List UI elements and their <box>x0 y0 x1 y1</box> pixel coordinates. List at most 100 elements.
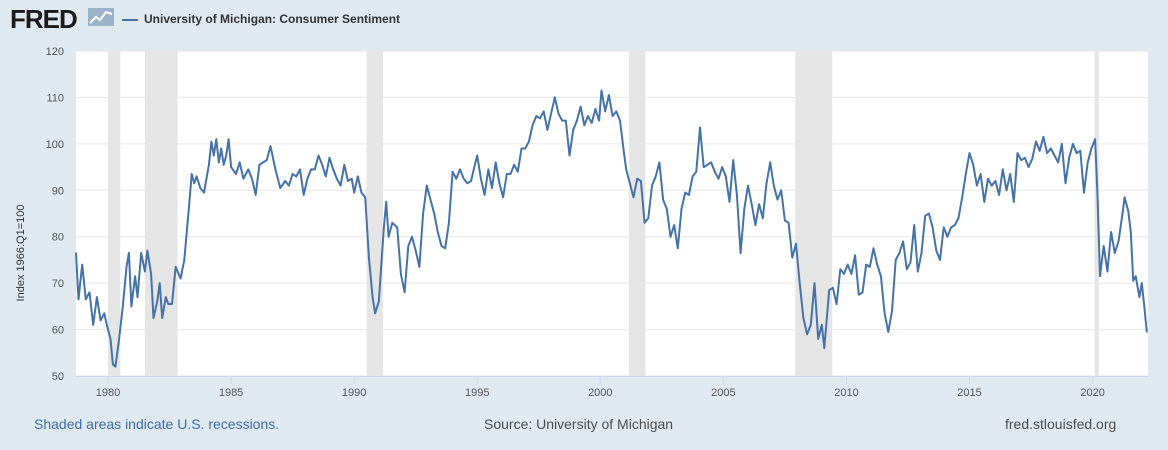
data-point <box>520 147 523 150</box>
data-point <box>171 303 173 305</box>
data-point <box>483 194 486 196</box>
data-point <box>448 221 450 224</box>
data-point <box>754 224 757 226</box>
data-point <box>732 159 735 161</box>
data-point <box>165 296 167 298</box>
data-point <box>695 170 698 173</box>
data-point <box>1038 150 1041 152</box>
data-point <box>983 201 986 203</box>
chart[interactable]: 50 60 70 80 90 100 110 120 1980 1985 1990 1995 2000… <box>0 40 1168 410</box>
data-point <box>455 177 458 180</box>
data-point <box>391 221 394 224</box>
data-point <box>411 235 413 238</box>
data-point <box>769 161 771 164</box>
data-point <box>265 159 268 161</box>
data-point <box>1049 147 1052 150</box>
y-axis-label: Index 1966:Q1=100 <box>15 205 27 302</box>
data-point <box>913 224 915 226</box>
data-point <box>798 282 801 284</box>
data-point <box>887 331 890 333</box>
data-point <box>568 154 571 157</box>
y-tick-label: 60 <box>52 325 64 337</box>
data-point <box>199 187 202 189</box>
data-point <box>470 180 472 182</box>
data-point <box>747 184 749 187</box>
data-point <box>625 168 627 171</box>
data-point <box>739 252 742 254</box>
data-point <box>608 94 610 96</box>
data-point <box>662 198 664 201</box>
y-tick-label: 50 <box>52 371 64 383</box>
data-point <box>156 300 159 303</box>
data-point <box>939 259 941 261</box>
data-point <box>713 170 716 173</box>
data-point <box>869 266 871 268</box>
data-point <box>385 201 387 203</box>
fred-logo[interactable]: FRED <box>10 4 78 34</box>
data-point <box>217 161 220 164</box>
data-point <box>433 212 435 215</box>
data-point <box>924 215 927 217</box>
data-point <box>429 198 432 201</box>
data-point <box>473 163 476 166</box>
data-point <box>917 270 919 273</box>
data-point <box>965 173 967 175</box>
data-point <box>215 138 218 141</box>
data-point <box>817 338 819 340</box>
series-line[interactable] <box>75 89 1148 368</box>
data-point <box>418 266 421 268</box>
data-point <box>92 324 95 326</box>
data-point <box>203 191 205 194</box>
data-point <box>254 194 257 196</box>
data-point <box>972 163 975 166</box>
data-point <box>96 296 98 298</box>
data-point <box>105 324 108 326</box>
data-point <box>1024 156 1026 159</box>
data-point <box>444 247 447 250</box>
data-point <box>1129 231 1132 233</box>
legend-series-label[interactable]: University of Michigan: Consumer Sentime… <box>144 12 401 26</box>
data-point <box>502 196 504 199</box>
data-point <box>1064 182 1067 185</box>
data-point <box>920 252 923 254</box>
recession-band <box>108 51 121 376</box>
data-point <box>598 119 600 122</box>
data-point <box>321 163 323 166</box>
data-point <box>542 110 545 113</box>
data-point <box>861 291 864 294</box>
data-point <box>377 300 380 303</box>
data-point <box>702 166 705 168</box>
data-point <box>114 365 117 368</box>
data-point <box>961 196 963 199</box>
data-point <box>891 310 893 312</box>
data-point <box>935 249 938 252</box>
data-point <box>288 184 290 187</box>
data-point <box>81 263 83 266</box>
data-point <box>1027 166 1030 168</box>
site-link[interactable]: fred.stlouisfed.org <box>1005 416 1117 432</box>
data-point <box>299 168 301 171</box>
data-point <box>277 177 279 180</box>
data-point <box>193 182 195 185</box>
x-tick-label: 2000 <box>588 387 612 399</box>
data-point <box>195 175 198 178</box>
y-axis-ticks: 50 60 70 80 90 100 110 120 <box>46 46 64 383</box>
data-point <box>1061 143 1063 145</box>
data-point <box>651 184 653 187</box>
data-point <box>1001 168 1004 171</box>
data-point <box>758 203 760 206</box>
data-point <box>291 173 294 175</box>
data-point <box>876 263 879 266</box>
data-point <box>103 312 106 315</box>
data-point <box>302 194 305 196</box>
x-tick-label: 1995 <box>465 387 489 399</box>
data-point <box>77 298 80 301</box>
data-point <box>600 89 603 92</box>
data-point <box>505 173 508 175</box>
data-point <box>230 166 232 168</box>
data-point <box>990 184 993 187</box>
data-point <box>976 184 978 187</box>
data-point <box>1057 161 1059 164</box>
data-point <box>1121 215 1123 217</box>
data-point <box>1053 154 1056 157</box>
